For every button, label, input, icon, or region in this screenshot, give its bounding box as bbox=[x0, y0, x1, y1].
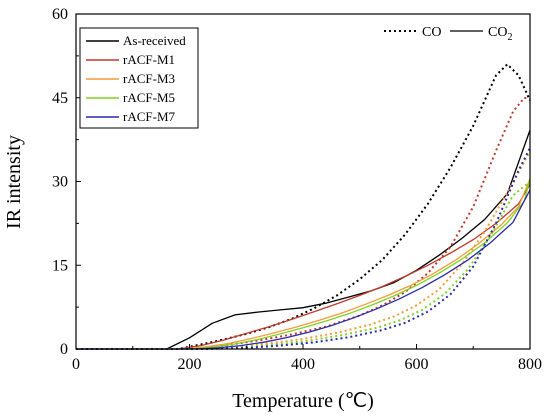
legend-label: rACF-M7 bbox=[123, 109, 176, 124]
y-tick-label: 45 bbox=[52, 90, 68, 107]
legend-label: rACF-M5 bbox=[123, 90, 175, 105]
legend-label: rACF-M1 bbox=[123, 52, 175, 67]
series-racf-m7-co2-line bbox=[76, 189, 531, 350]
series-racf-m3-co-line bbox=[76, 150, 531, 350]
axis-ticks: 0 200 400 600 800 0 15 30 45 60 bbox=[52, 6, 542, 373]
series-legend: As-received rACF-M1 rACF-M3 rACF-M5 rACF-M7 bbox=[79, 27, 199, 129]
co-legend-label: CO bbox=[422, 25, 441, 40]
legend-label: rACF-M3 bbox=[123, 71, 175, 86]
y-axis-title: IR intensity bbox=[3, 135, 25, 229]
series-legend-items: As-received rACF-M1 rACF-M3 rACF-M5 rACF-M7 bbox=[86, 33, 186, 124]
y-tick-label: 0 bbox=[60, 341, 68, 358]
series-as-received-co-line bbox=[76, 62, 531, 350]
co2-legend-label-subscript: 2 bbox=[507, 32, 512, 43]
line-style-legend: CO CO2 bbox=[384, 25, 512, 43]
series-as-received-co2-line bbox=[76, 129, 531, 350]
series-racf-m1-co-line bbox=[76, 96, 531, 350]
co2-legend-label-main: CO bbox=[488, 25, 507, 40]
series-racf-m5-co2-line bbox=[76, 178, 531, 350]
x-tick-label: 0 bbox=[72, 356, 80, 373]
x-axis-title: Temperature (℃) bbox=[232, 390, 374, 412]
y-tick-label: 60 bbox=[52, 6, 68, 23]
x-tick-label: 200 bbox=[178, 356, 202, 373]
series-racf-m7-co-line bbox=[76, 147, 531, 350]
x-tick-label: 800 bbox=[518, 356, 542, 373]
plot-lines bbox=[76, 62, 531, 350]
series-legend-box bbox=[79, 27, 199, 129]
co2-legend-label: CO2 bbox=[488, 25, 512, 43]
series-racf-m3-co2-line bbox=[76, 178, 531, 350]
series-racf-m1-co2-line bbox=[76, 183, 531, 350]
x-tick-label: 600 bbox=[405, 356, 429, 373]
series-racf-m5-co-line bbox=[76, 180, 531, 350]
legend-label: As-received bbox=[123, 33, 186, 48]
x-tick-label: 400 bbox=[291, 356, 315, 373]
y-tick-label: 30 bbox=[52, 174, 68, 191]
y-tick-label: 15 bbox=[52, 257, 68, 274]
